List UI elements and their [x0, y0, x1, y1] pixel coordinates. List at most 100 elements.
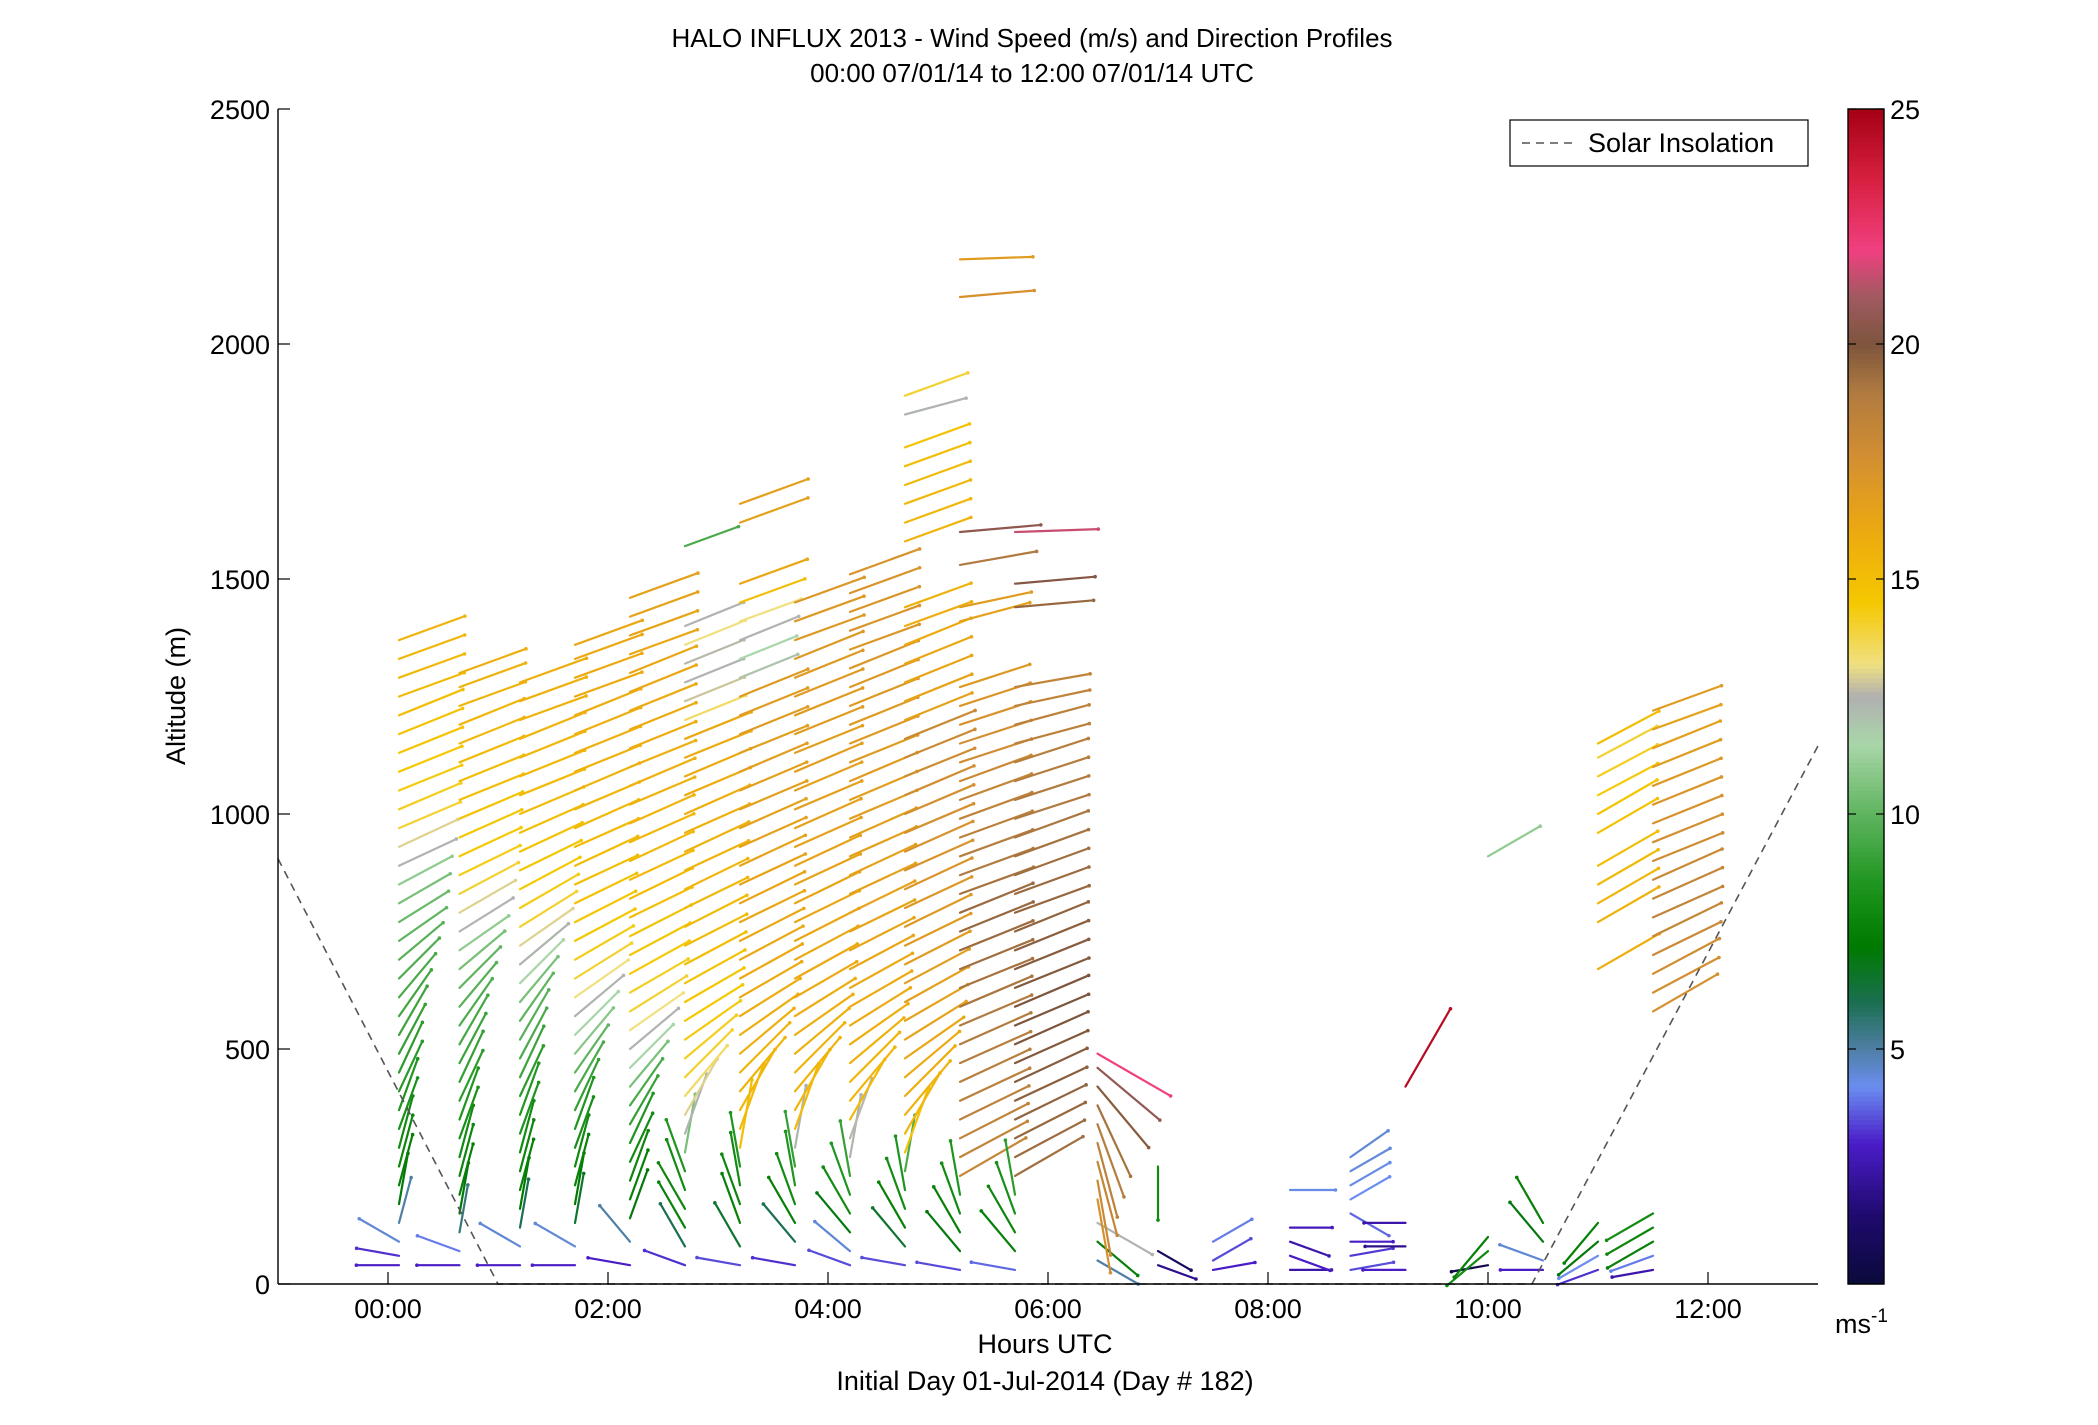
profile-6 — [695, 477, 810, 1267]
wind-vector-head — [1656, 866, 1661, 871]
wind-vector — [518, 972, 555, 1022]
wind-vector — [903, 983, 969, 1022]
colorbar-band — [1848, 738, 1884, 745]
wind-vector — [784, 1110, 797, 1168]
wind-vector-head — [1030, 974, 1034, 979]
colorbar-band — [1848, 353, 1884, 359]
wind-vector — [903, 635, 973, 665]
wind-vector-head — [1086, 900, 1091, 904]
wind-vector-head — [507, 913, 511, 918]
wind-vector-head — [917, 565, 922, 570]
wind-vector — [903, 371, 969, 397]
wind-vector-head — [908, 985, 913, 990]
wind-vector-head — [437, 936, 442, 940]
wind-vector-head — [1249, 1217, 1254, 1222]
wind-vector-head — [1388, 1160, 1392, 1165]
colorbar-band — [1848, 1072, 1884, 1078]
wind-vector — [793, 797, 863, 830]
colorbar-band — [1848, 1002, 1884, 1008]
colorbar-band — [1848, 1067, 1884, 1074]
wind-vector — [1605, 1212, 1655, 1242]
wind-vector — [1515, 1176, 1545, 1225]
wind-vector — [416, 1234, 461, 1253]
colorbar-band — [1848, 1044, 1884, 1050]
wind-vector-head — [1720, 793, 1724, 798]
wind-vector-head — [1387, 1174, 1392, 1179]
wind-vector — [720, 1153, 742, 1206]
wind-vector — [1349, 1147, 1392, 1173]
wind-vector-head — [1086, 973, 1091, 978]
wind-vector — [1013, 884, 1091, 914]
wind-vector — [848, 566, 921, 595]
wind-vector-head — [1249, 1236, 1253, 1241]
wind-vector-head — [713, 1201, 717, 1205]
wind-vector-head — [526, 1177, 531, 1181]
colorbar-band — [1848, 1143, 1884, 1149]
wind-vector-head — [1514, 1175, 1519, 1180]
wind-vector-head — [859, 779, 864, 783]
colorbar-band — [1848, 1020, 1884, 1027]
wind-vector — [793, 1007, 851, 1055]
wind-vector-head — [1391, 1260, 1396, 1265]
wind-vector — [860, 1256, 907, 1267]
wind-vector-head — [805, 704, 810, 709]
wind-vector — [775, 1152, 797, 1206]
colorbar-band — [1848, 508, 1884, 514]
wind-vector — [1013, 828, 1090, 858]
wind-vector — [903, 1059, 952, 1116]
wind-vector-head — [861, 629, 865, 634]
wind-vector-head — [1363, 1244, 1367, 1249]
colorbar-band — [1848, 1255, 1884, 1262]
wind-vector-head — [1719, 756, 1723, 761]
wind-vector-head — [415, 1076, 420, 1080]
x-tick-label: 04:00 — [794, 1294, 862, 1324]
wind-vector — [958, 957, 1034, 990]
wind-vector — [1013, 919, 1090, 952]
wind-vector-head — [423, 1002, 427, 1007]
wind-vector-head — [566, 921, 571, 926]
wind-vector — [1013, 847, 1090, 877]
wind-vector — [958, 791, 1033, 820]
wind-vector — [628, 1057, 664, 1107]
wind-vector — [683, 1028, 734, 1079]
wind-vector-head — [1538, 824, 1542, 828]
wind-vector — [738, 907, 805, 943]
wind-vector — [573, 872, 638, 905]
colorbar-band — [1848, 1265, 1884, 1271]
wind-vector — [1013, 938, 1090, 971]
colorbar-band — [1848, 715, 1884, 721]
colorbar-band — [1848, 1204, 1884, 1210]
colorbar-band — [1848, 184, 1884, 190]
wind-vector-head — [475, 1263, 480, 1267]
wind-vector — [573, 924, 635, 961]
wind-vector — [518, 955, 560, 1004]
wind-vector — [738, 724, 809, 755]
wind-vector-head — [354, 1246, 359, 1251]
colorbar-band — [1848, 569, 1884, 575]
wind-vector — [958, 255, 1035, 261]
wind-vector-head — [964, 396, 968, 400]
wind-vector — [518, 821, 584, 853]
wind-vector — [793, 993, 855, 1037]
wind-vector — [848, 1058, 886, 1121]
wind-vector — [1013, 774, 1090, 802]
wind-vector-head — [694, 663, 699, 667]
wind-vector-head — [803, 833, 808, 838]
wind-vector-head — [576, 872, 581, 877]
wind-vector-head — [410, 1113, 415, 1117]
wind-vector — [573, 725, 642, 755]
wind-vector — [1096, 1123, 1126, 1198]
wind-vector-head — [420, 1020, 425, 1025]
wind-vector — [903, 930, 972, 966]
colorbar-band — [1848, 1039, 1884, 1045]
wind-vector-head — [802, 888, 807, 893]
colorbar-ticks: 5 10 15 20 25 — [1848, 95, 1920, 1065]
wind-vector — [793, 1048, 832, 1112]
colorbar-band — [1848, 344, 1884, 350]
wind-vector-head — [357, 1216, 362, 1221]
wind-vector-head — [571, 906, 575, 911]
wind-vector-head — [725, 1043, 730, 1048]
colorbar-band — [1848, 940, 1884, 947]
wind-vector — [1651, 719, 1722, 750]
wind-vector — [738, 977, 802, 1018]
